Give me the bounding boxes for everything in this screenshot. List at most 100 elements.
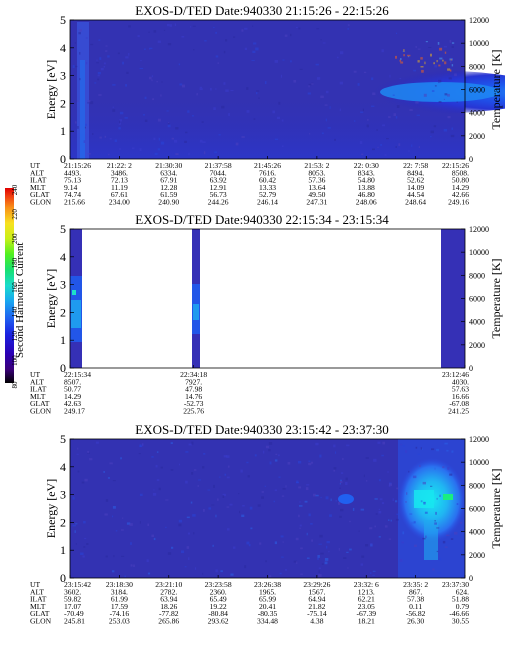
heatmap-speckle [454, 73, 457, 77]
orbit-table-cell: 42.63 [64, 399, 81, 408]
heatmap-speckle [395, 146, 397, 148]
heatmap-speckle [213, 107, 216, 110]
heatmap-speckle [388, 116, 391, 119]
heatmap-speckle [226, 455, 230, 458]
heatmap-speckle [75, 121, 77, 124]
heatmap-speckle [299, 68, 303, 70]
heatmap-speckle [153, 537, 156, 541]
heatmap-speckle [215, 514, 217, 518]
heatmap-speckle [129, 523, 133, 526]
heatmap-speckle [370, 543, 373, 546]
heatmap-speckle [131, 147, 135, 150]
heatmap-speckle [212, 544, 214, 547]
orbit-table-cell: 0.11 [409, 602, 422, 611]
heatmap-speckle [424, 61, 426, 65]
heatmap-speckle [317, 557, 319, 560]
orbit-table-cell: -67.08 [449, 399, 469, 408]
orbit-table-cell: 13.33 [259, 183, 276, 192]
heatmap-speckle [221, 105, 225, 109]
heatmap-speckle [298, 27, 301, 30]
heatmap-speckle [306, 557, 310, 559]
heatmap-speckle [98, 94, 102, 96]
heatmap-speckle [117, 52, 120, 55]
heatmap-speckle [126, 522, 131, 525]
heatmap-speckle [305, 487, 309, 491]
orbit-table-cell: 14.29 [64, 392, 81, 401]
heatmap-speckle [139, 444, 142, 447]
orbit-table-cell: 21:45:26 [254, 161, 281, 170]
orbit-table-cell: 21.82 [308, 602, 325, 611]
orbit-table-cell: 57.63 [452, 385, 469, 394]
orbit-table-cell: 241.25 [448, 407, 469, 416]
orbit-table-cell: 60.42 [259, 176, 276, 185]
orbit-table-cell: 50.80 [452, 176, 469, 185]
orbit-table-cell: 4.38 [310, 617, 323, 626]
heatmap-speckle [321, 563, 324, 565]
heatmap-speckle [409, 513, 413, 515]
heatmap-speckle [79, 52, 81, 55]
heatmap-speckle [304, 500, 308, 503]
heatmap-speckle [89, 101, 94, 105]
orbit-table-cell: -77.82 [159, 609, 179, 618]
heatmap-speckle [227, 528, 230, 531]
heatmap-speckle [417, 453, 421, 456]
heatmap-speckle [257, 504, 261, 507]
heatmap-speckle [349, 548, 352, 551]
heatmap-speckle [281, 145, 284, 148]
orbit-row-label: ALT [30, 587, 44, 596]
heatmap-speckle [438, 79, 442, 83]
heatmap-speckle [112, 84, 116, 86]
heatmap-speckle [378, 511, 382, 514]
heatmap-speckle [254, 454, 257, 457]
orbit-table-cell: 4030. [452, 377, 469, 386]
panel-2: EXOS-D/TED Date:940330 22:15:34 - 23:15:… [30, 212, 503, 416]
heatmap-speckle [298, 514, 300, 518]
temperature-axis-label: Temperature [K] [489, 49, 503, 129]
heatmap-speckle [360, 563, 363, 566]
heatmap-speckle [78, 29, 82, 32]
orbit-table-cell: 56.73 [210, 190, 227, 199]
colorbar-tick-label: 220 [11, 209, 19, 220]
heatmap-speckle [347, 28, 350, 30]
heatmap-speckle [423, 502, 426, 504]
heatmap-speckle [378, 508, 381, 511]
heatmap-speckle [246, 461, 249, 464]
heatmap-speckle [353, 70, 357, 73]
heatmap-speckle [107, 55, 110, 58]
temperature-tick-label: 2000 [469, 132, 485, 141]
heatmap-speckle [244, 27, 248, 30]
temperature-tick-label: 0 [469, 155, 473, 164]
heatmap-speckle [293, 80, 297, 83]
heatmap-speckle [328, 550, 330, 553]
heatmap-speckle [415, 101, 419, 104]
heatmap-speckle [367, 118, 369, 121]
orbit-table-cell: 75.13 [64, 176, 81, 185]
heatmap-speckle [115, 530, 118, 532]
heatmap-speckle [184, 140, 187, 143]
heatmap-speckle [158, 487, 161, 491]
heatmap-speckle [285, 569, 287, 571]
heatmap-speckle [366, 124, 369, 128]
heatmap-speckle [437, 42, 440, 45]
heatmap-speckle [149, 47, 153, 50]
heatmap-speckle [96, 62, 99, 64]
heatmap-speckle [92, 133, 94, 135]
heatmap-speckle [320, 95, 324, 99]
heatmap-speckle [422, 537, 426, 540]
heatmap-speckle [338, 502, 341, 505]
orbit-table-cell: 16.66 [452, 392, 469, 401]
orbit-table-cell: 225.76 [183, 407, 204, 416]
orbit-table-cell: 22: 0:30 [354, 161, 379, 170]
heatmap-speckle [229, 503, 233, 506]
heatmap-speckle [403, 54, 405, 57]
heatmap-speckle [300, 547, 303, 550]
heatmap-speckle [193, 469, 197, 471]
heatmap-speckle [191, 115, 194, 117]
heatmap-speckle [315, 494, 319, 497]
heatmap-speckle [349, 520, 351, 523]
temperature-tick-label: 0 [469, 574, 473, 583]
heatmap-speckle [384, 525, 388, 528]
heatmap-speckle [238, 493, 240, 495]
heatmap-speckle [186, 516, 190, 519]
heatmap-speckle [342, 457, 344, 461]
